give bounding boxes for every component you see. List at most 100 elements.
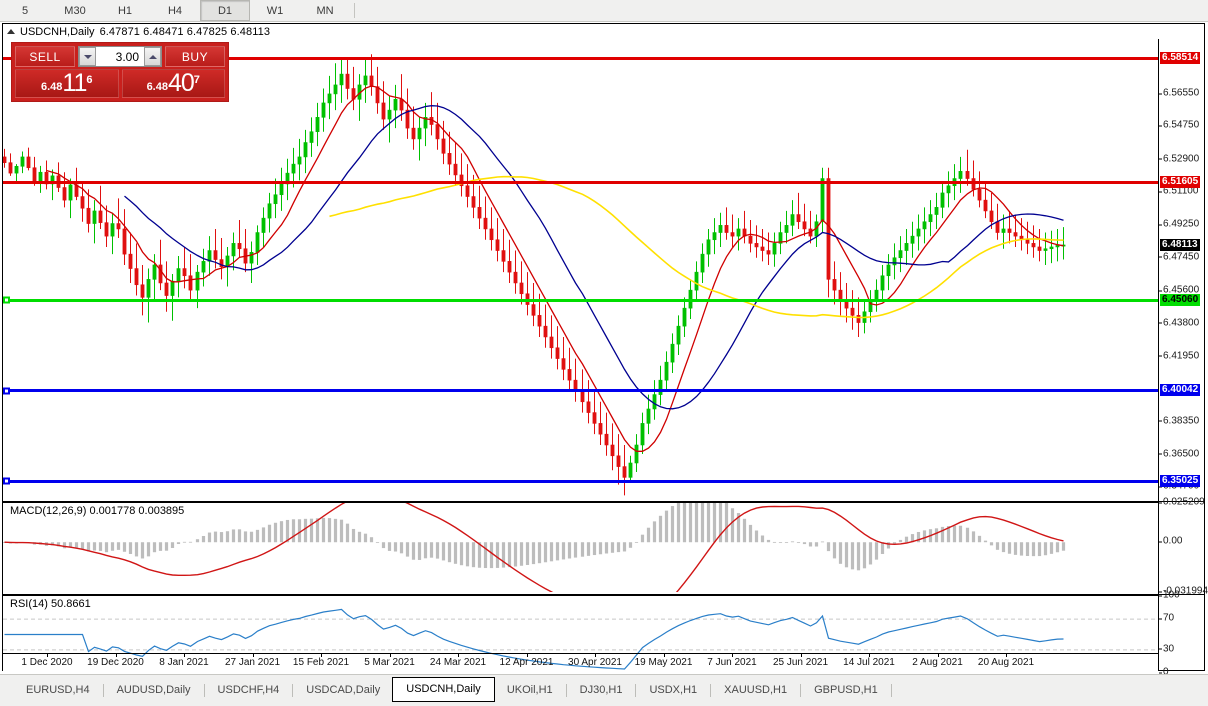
sell-button[interactable]: SELL — [15, 46, 75, 67]
timeframe-5[interactable]: 5 — [21, 4, 29, 17]
line-anchor-handle[interactable] — [3, 387, 10, 395]
timeframe-mn[interactable]: MN — [316, 4, 334, 17]
price-tick: 6.49250 — [1159, 219, 1199, 230]
date-tick-label: 14 Jul 2021 — [843, 657, 895, 668]
date-tick-mark — [663, 653, 665, 657]
chart-tab-dj30-h1[interactable]: DJ30,H1 — [579, 684, 623, 696]
trade-panel-controls[interactable]: SELL 3.00 BUY — [15, 46, 225, 67]
horizontal-level-line[interactable] — [3, 477, 1158, 485]
price-tick: 6.41950 — [1159, 350, 1199, 361]
date-tick-label: 19 Dec 2020 — [87, 657, 144, 668]
date-tick-label: 25 Jun 2021 — [772, 657, 829, 668]
date-tick-mark — [184, 653, 185, 657]
buy-fraction: 7 — [193, 74, 200, 86]
price-chart-plot[interactable] — [3, 39, 1158, 499]
chart-tab-xauusd-h1[interactable]: XAUUSD,H1 — [724, 684, 788, 696]
horizontal-level-line[interactable] — [3, 296, 1158, 304]
tab-divider — [890, 684, 892, 697]
volume-increase-icon[interactable] — [144, 47, 161, 66]
price-level-tag[interactable]: 6.51605 — [1160, 176, 1201, 189]
timeframe-toolbar[interactable]: 5 M30 H1 H4 D1 W1 MN — [0, 0, 1208, 22]
date-tick-label: 19 May 2021 — [634, 657, 693, 668]
date-tick-mark — [595, 653, 596, 657]
chart-tab-usdcad-daily[interactable]: USDCAD,Daily — [306, 684, 381, 696]
date-tick-label: 5 Mar 2021 — [364, 657, 415, 668]
date-tick-mark — [800, 653, 802, 657]
rsi-plot[interactable]: RSI(14) 50.8661 — [3, 595, 1158, 674]
trade-panel-prices[interactable]: 6.48 11 6 6.48 40 7 — [15, 69, 225, 98]
timeframe-m30[interactable]: M30 — [64, 4, 86, 17]
buy-price-display[interactable]: 6.48 40 7 — [121, 69, 225, 98]
timeframe-h1[interactable]: H1 — [117, 4, 133, 17]
volume-decrease-icon[interactable] — [79, 47, 96, 66]
chart-tab-usdchf-h4[interactable]: USDCHF,H4 — [217, 684, 280, 696]
tab-divider — [292, 684, 294, 697]
chart-tab-eurusd-h4[interactable]: EURUSD,H4 — [26, 684, 90, 696]
line-anchor-handle[interactable] — [3, 477, 10, 485]
buy-button[interactable]: BUY — [165, 46, 225, 67]
ohlc-values: 6.47871 6.48471 6.47825 6.48113 — [99, 25, 271, 38]
price-tick: 6.38350 — [1159, 415, 1199, 426]
collapse-triangle-icon[interactable] — [7, 29, 15, 34]
macd-svg — [3, 503, 1066, 592]
date-tick-label: 1 Dec 2020 — [21, 657, 73, 668]
horizontal-level-line[interactable] — [3, 56, 1158, 60]
rsi-tick: 0 — [1159, 667, 1169, 678]
date-tick-label: 15 Feb 2021 — [292, 657, 350, 668]
price-level-tag[interactable]: 6.45060 — [1160, 293, 1201, 306]
one-click-trading-panel[interactable]: SELL 3.00 BUY 6.48 11 6 6.48 40 7 — [11, 42, 229, 102]
price-level-tag[interactable]: 6.35025 — [1160, 474, 1201, 487]
date-tick-mark — [252, 653, 254, 657]
date-tick-label: 27 Jan 2021 — [224, 657, 281, 668]
price-scale[interactable]: 6.56550 6.54750 6.52900 6.51100 6.49250 6.474… — [1158, 39, 1208, 678]
price-tick: 6.51100 — [1159, 186, 1198, 197]
chart-tab-gbpusd-h1[interactable]: GBPUSD,H1 — [814, 684, 878, 696]
timeframe-w1[interactable]: W1 — [266, 4, 284, 17]
tab-divider — [710, 684, 712, 697]
date-tick-mark — [389, 653, 391, 657]
chart-title-bar: USDCNH,Daily 6.47871 6.48471 6.47825 6.4… — [3, 24, 1204, 39]
macd-label: MACD(12,26,9) 0.001778 0.003895 — [8, 505, 187, 517]
timeframe-h4[interactable]: H4 — [167, 4, 183, 17]
chart-tab-ukoil-h1[interactable]: UKOil,H1 — [506, 684, 553, 696]
macd-separator — [3, 501, 1204, 502]
volume-stepper[interactable]: 3.00 — [78, 46, 162, 67]
price-tick: 6.45600 — [1159, 285, 1199, 296]
date-tick-label: 7 Jun 2021 — [707, 657, 757, 668]
date-tick-label: 30 Apr 2021 — [568, 657, 622, 668]
timeframe-d1[interactable]: D1 — [200, 0, 250, 21]
price-level-tag[interactable]: 6.58514 — [1160, 51, 1201, 64]
line-anchor-handle[interactable] — [3, 296, 10, 304]
macd-tick: 0.025209 — [1159, 497, 1205, 508]
chart-window: USDCNH,Daily 6.47871 6.48471 6.47825 6.4… — [2, 23, 1208, 678]
volume-value[interactable]: 3.00 — [96, 47, 144, 66]
sell-fraction: 6 — [86, 74, 93, 86]
price-level-tag[interactable]: 6.40042 — [1160, 384, 1201, 397]
price-tick: 6.52900 — [1159, 153, 1199, 164]
tab-divider — [203, 684, 205, 697]
tab-divider — [800, 684, 802, 697]
tab-divider — [565, 684, 567, 697]
date-tick-mark — [115, 653, 117, 657]
macd-plot[interactable]: MACD(12,26,9) 0.001778 0.003895 — [3, 502, 1158, 593]
date-tick-label: 24 Mar 2021 — [429, 657, 487, 668]
date-tick-label: 12 Apr 2021 — [499, 657, 554, 668]
chart-tab-audusd-daily[interactable]: AUDUSD,Daily — [116, 684, 191, 696]
rsi-tick: 70 — [1159, 613, 1174, 624]
horizontal-level-line[interactable] — [3, 387, 1158, 395]
macd-tick: -0.031994 — [1159, 586, 1208, 597]
candlestick-svg — [3, 54, 1066, 496]
macd-tick: 0.00 — [1159, 536, 1182, 547]
date-tick-mark — [869, 653, 870, 657]
sell-price-display[interactable]: 6.48 11 6 — [15, 69, 119, 98]
sell-big-figure: 6.48 — [41, 81, 63, 93]
chart-tab-bar[interactable]: EURUSD,H4 AUDUSD,Daily USDCHF,H4 USDCAD,Dai… — [0, 674, 1208, 706]
chart-symbol-title: USDCNH,Daily — [20, 25, 95, 38]
horizontal-level-line[interactable] — [3, 181, 1158, 185]
chart-tab-usdx-h1[interactable]: USDX,H1 — [649, 684, 698, 696]
date-tick-mark — [937, 653, 939, 657]
buy-big-figure: 6.48 — [146, 81, 168, 93]
current-price-tag: 6.48113 — [1160, 238, 1200, 251]
chart-tab-usdcnh-daily[interactable]: USDCNH,Daily — [392, 677, 495, 702]
date-tick-mark — [321, 653, 322, 657]
